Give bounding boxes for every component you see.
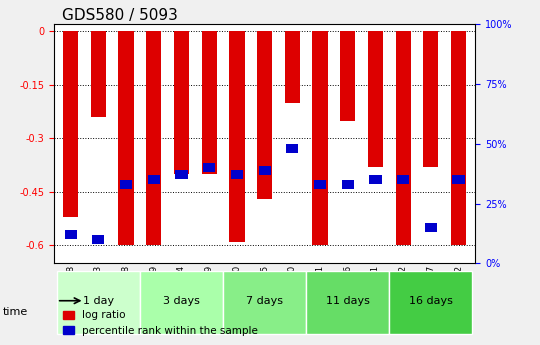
Bar [453, 175, 464, 184]
Text: 7 days: 7 days [246, 296, 283, 306]
Text: GDS580 / 5093: GDS580 / 5093 [63, 8, 178, 23]
Text: 1 day: 1 day [83, 296, 114, 306]
Bar [120, 180, 132, 189]
Bar [118, 31, 134, 246]
FancyBboxPatch shape [389, 271, 472, 334]
Text: 11 days: 11 days [326, 296, 370, 306]
Bar [397, 175, 409, 184]
Bar [395, 31, 411, 246]
Bar [63, 31, 78, 217]
Bar [91, 31, 106, 117]
Bar [340, 31, 355, 120]
Bar [314, 180, 326, 189]
Bar [147, 175, 160, 184]
Bar [286, 144, 299, 153]
Bar [174, 31, 189, 174]
Bar [425, 223, 437, 232]
Bar [368, 31, 383, 167]
Bar [451, 31, 466, 246]
FancyBboxPatch shape [306, 271, 389, 334]
Text: time: time [3, 307, 28, 317]
Bar [257, 31, 272, 199]
Text: 16 days: 16 days [409, 296, 453, 306]
Bar [259, 166, 271, 175]
Bar [313, 31, 328, 246]
Bar [201, 31, 217, 174]
Bar [146, 31, 161, 246]
Bar [369, 175, 382, 184]
Bar [342, 180, 354, 189]
Legend: log ratio, percentile rank within the sample: log ratio, percentile rank within the sa… [59, 306, 262, 340]
Bar [230, 31, 245, 242]
Bar [285, 31, 300, 103]
Bar [65, 230, 77, 239]
FancyBboxPatch shape [223, 271, 306, 334]
Bar [92, 235, 104, 244]
FancyBboxPatch shape [140, 271, 223, 334]
FancyBboxPatch shape [57, 271, 140, 334]
Bar [231, 170, 243, 179]
Bar [423, 31, 438, 167]
Bar [203, 163, 215, 172]
Bar [176, 170, 187, 179]
Text: 3 days: 3 days [163, 296, 200, 306]
